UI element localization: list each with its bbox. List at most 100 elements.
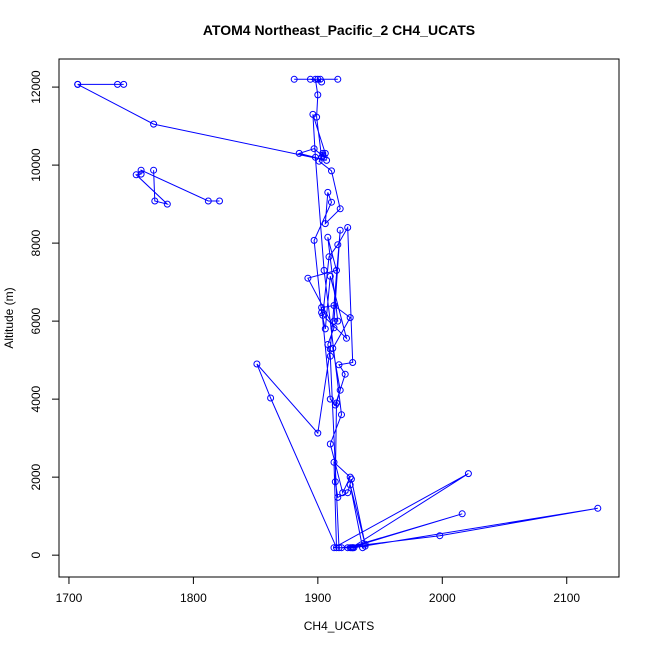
data-point [349,544,357,552]
data-point [304,274,312,282]
data-point [253,360,261,368]
data-point [314,429,322,437]
data-point [319,149,327,157]
data-point [320,153,328,161]
data-point [310,236,318,244]
x-tick-label: 1700 [56,591,83,605]
data-point [328,167,335,175]
y-tick-label: 8000 [29,229,43,256]
data-point [74,80,82,88]
data-point [335,544,343,552]
data-point [321,220,329,228]
data-point [330,458,338,466]
data-point [334,317,342,325]
data-point [267,394,275,402]
series-line-1 [77,78,598,549]
data-point [313,113,321,121]
data-point [346,473,354,481]
data-point [326,272,334,280]
data-point [349,359,357,366]
data-point [326,440,334,448]
data-point [216,197,223,205]
data-point [333,399,340,407]
data-point [328,198,335,206]
data-point [318,153,326,161]
series-line-2 [135,169,220,206]
data-point [333,266,340,274]
data-point [334,75,342,83]
chart-title: ATOM4 Northeast_Pacific_2 CH4_UCATS [203,22,475,38]
data-point [361,542,369,550]
data-point [331,478,339,486]
data-point [318,304,326,311]
data-point [324,233,332,241]
data-point [316,75,324,83]
y-tick-label: 6000 [29,307,43,334]
data-point [334,241,342,249]
x-tick-label: 1900 [304,591,331,605]
data-point [319,311,327,319]
series-layer [74,75,602,552]
data-point [458,510,466,518]
data-point [311,75,319,83]
data-point [324,188,332,196]
y-tick-label: 4000 [29,385,43,412]
data-point [464,470,472,478]
x-tick-label: 1800 [180,591,207,605]
data-point [344,224,352,231]
data-point [326,345,334,353]
y-axis-label: Altitude (m) [2,287,16,348]
data-point [346,314,354,322]
y-tick-label: 0 [29,552,43,559]
x-tick-label: 2000 [429,591,456,605]
data-point [306,75,314,83]
data-point [594,504,602,512]
data-point [314,91,322,99]
data-point [343,334,350,342]
data-point [325,253,333,261]
data-point [336,386,344,394]
data-point [320,266,328,274]
x-axis: 1700 1800 1900 2000 2100 [56,576,580,605]
data-point [314,75,322,83]
data-point [436,532,444,540]
data-point [321,325,329,333]
data-point [333,544,340,552]
data-point [137,170,145,178]
data-point [326,352,334,360]
data-point [330,324,338,332]
data-point [346,481,354,489]
data-point [326,395,334,403]
data-point [339,489,347,497]
data-point [137,166,145,174]
data-point [321,149,329,157]
data-point [330,317,338,325]
data-point [163,200,171,208]
data-point [290,75,298,83]
y-tick-label: 2000 [29,463,43,490]
data-point [336,205,344,213]
data-point [338,411,345,419]
x-tick-label: 2100 [553,591,580,605]
y-tick-label: 12000 [29,70,43,104]
data-point [310,145,318,153]
y-tick-label: 10000 [29,148,43,182]
data-point [120,80,128,88]
data-point [344,544,352,552]
data-point [330,544,338,552]
data-point [150,166,158,174]
x-axis-label: CH4_UCATS [304,619,374,633]
data-point [204,197,212,205]
data-point [341,370,349,378]
y-axis: 0 2000 4000 6000 8000 10000 12000 [29,70,60,559]
data-point [150,120,158,128]
data-point [330,302,338,309]
data-point [334,493,342,501]
data-point [295,149,303,157]
data-point [344,489,352,497]
data-point [335,361,343,369]
data-point [132,171,140,179]
data-point [336,226,344,234]
data-point [151,197,159,205]
